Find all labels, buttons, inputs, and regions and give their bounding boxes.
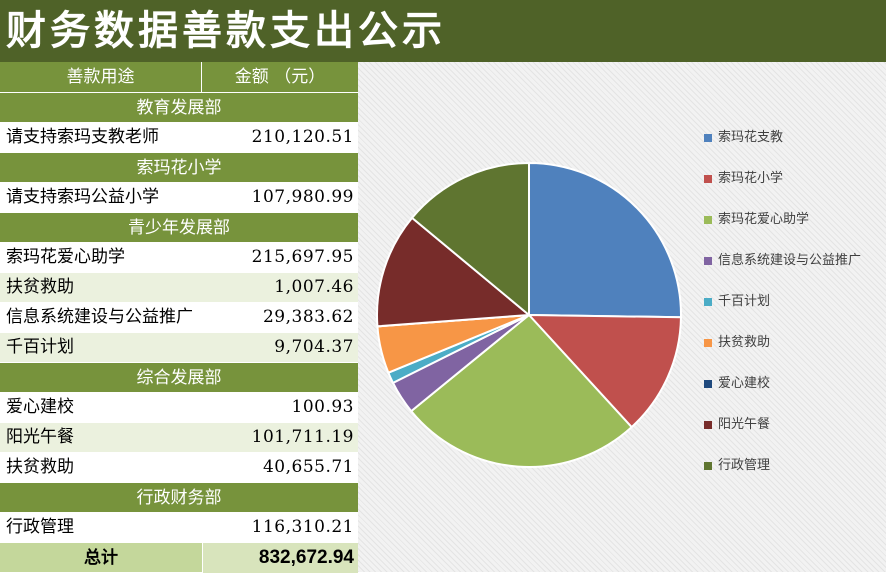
legend-label: 索玛花小学 [718, 171, 784, 186]
section-header: 青少年发展部 [0, 212, 358, 242]
table-row: 爱心建校 100.93 [0, 392, 358, 422]
item-label: 扶贫救助 [6, 457, 74, 477]
pie-slice [526, 313, 682, 429]
section-header: 索玛花小学 [0, 152, 358, 182]
item-amount: 9,704.37 [274, 337, 354, 357]
legend-label: 千百计划 [718, 294, 771, 309]
legend-label: 索玛花支教 [718, 130, 784, 145]
item-label: 千百计划 [6, 337, 74, 357]
legend-label: 阳光午餐 [718, 417, 771, 432]
legend-swatch [704, 462, 712, 470]
legend-label: 信息系统建设与公益推广 [718, 253, 862, 268]
chart-area: 索玛花支教索玛花小学索玛花爱心助学信息系统建设与公益推广 千百计划扶贫救助爱心建校… [358, 62, 886, 572]
expense-table: 善款用途 金额 （元） 教育发展部 请支持索玛支教老师 210,120.51 索玛花小学请… [0, 62, 358, 573]
item-amount: 40,655.71 [262, 457, 354, 477]
section-header: 行政财务部 [0, 482, 358, 512]
table-row: 信息系统建设与公益推广 29,383.62 [0, 302, 358, 332]
section-header: 教育发展部 [0, 92, 358, 122]
item-amount: 1,007.46 [274, 277, 354, 297]
item-label: 请支持索玛支教老师 [6, 127, 159, 147]
item-amount: 101,711.19 [251, 427, 354, 447]
table-header-row: 善款用途 金额 （元） [0, 62, 358, 92]
table-row: 行政管理 116,310.21 [0, 512, 358, 542]
item-amount: 116,310.21 [251, 517, 354, 537]
legend-label: 索玛花爱心助学 [718, 212, 810, 227]
item-amount: 100.93 [291, 397, 354, 417]
legend-swatch [704, 216, 712, 224]
column-header-amount: 金额 （元） [234, 67, 326, 87]
pie-slice [410, 161, 530, 318]
table-row: 请支持索玛公益小学 107,980.99 [0, 182, 358, 212]
item-amount: 215,697.95 [251, 247, 354, 267]
pie-slice [528, 161, 682, 319]
pie-chart [376, 161, 682, 468]
total-label: 总计 [84, 548, 118, 568]
legend-swatch [704, 134, 712, 142]
total-row: 总计 832,672.94 [0, 542, 358, 573]
legend-swatch [704, 421, 712, 429]
legend-swatch [704, 175, 712, 183]
legend-swatch [704, 257, 712, 265]
legend-swatch [704, 339, 712, 347]
pie-slice [376, 216, 532, 328]
table-row: 阳光午餐 101,711.19 [0, 422, 358, 452]
item-amount: 29,383.62 [262, 307, 354, 327]
pie-slice [409, 313, 634, 468]
item-label: 爱心建校 [6, 397, 74, 417]
item-amount: 107,980.99 [251, 187, 354, 207]
item-amount: 210,120.51 [251, 127, 354, 147]
table-row: 扶贫救助 40,655.71 [0, 452, 358, 482]
legend-label: 扶贫救助 [718, 335, 771, 350]
table-row: 索玛花爱心助学 215,697.95 [0, 242, 358, 272]
section-header: 综合发展部 [0, 362, 358, 392]
title-bar: 财务数据善款支出公示 [0, 0, 886, 62]
column-header-use: 善款用途 [0, 62, 202, 92]
table-row: 扶贫救助 1,007.46 [0, 272, 358, 302]
item-label: 信息系统建设与公益推广 [6, 307, 193, 327]
legend-swatch [704, 380, 712, 388]
legend-label: 行政管理 [718, 458, 771, 473]
page-title: 财务数据善款支出公示 [6, 7, 446, 54]
item-label: 请支持索玛公益小学 [6, 187, 159, 207]
legend-label: 爱心建校 [718, 376, 771, 391]
item-label: 索玛花爱心助学 [6, 247, 125, 267]
table-row: 千百计划 9,704.37 [0, 332, 358, 362]
item-label: 阳光午餐 [6, 427, 74, 447]
total-value: 832,672.94 [202, 543, 358, 573]
item-label: 扶贫救助 [6, 277, 74, 297]
table-row: 请支持索玛支教老师 210,120.51 [0, 122, 358, 152]
legend-swatch [704, 298, 712, 306]
item-label: 行政管理 [6, 517, 74, 537]
